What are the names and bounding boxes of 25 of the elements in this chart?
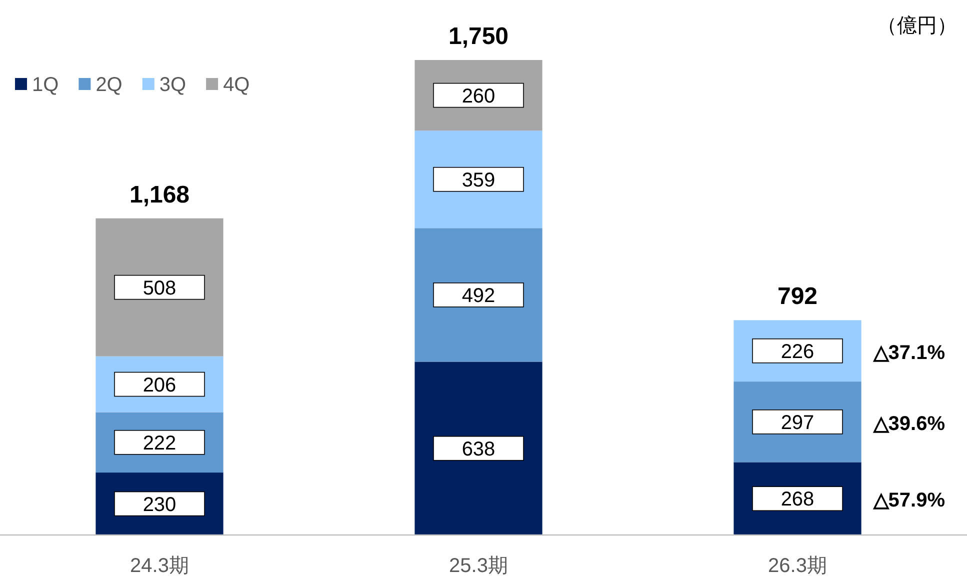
data-label: 638	[462, 438, 496, 460]
legend-label: 1Q	[32, 74, 59, 96]
total-label: 792	[777, 283, 818, 310]
x-tick-label: 26.3期	[768, 555, 827, 577]
annotation: △37.1%	[872, 342, 946, 364]
data-label: 297	[780, 412, 814, 434]
text: （億円）	[877, 15, 957, 37]
total-label: 1,750	[448, 23, 509, 50]
legend-label: 3Q	[159, 74, 186, 96]
data-label: 359	[462, 169, 496, 192]
legend-label: 4Q	[223, 74, 250, 96]
data-label: 230	[142, 494, 176, 516]
annotation: △39.6%	[872, 412, 946, 435]
total-label: 1,168	[129, 181, 190, 208]
x-tick-label: 24.3期	[130, 555, 189, 577]
data-label: 492	[462, 284, 496, 307]
data-label: 206	[142, 374, 176, 396]
data-label: 260	[462, 85, 496, 108]
x-tick-label: 25.3期	[449, 555, 508, 577]
data-label: 226	[780, 340, 814, 363]
data-label: 222	[142, 432, 176, 454]
legend-label: 2Q	[96, 74, 122, 96]
annotation: △57.9%	[872, 490, 946, 512]
data-label: 508	[142, 277, 176, 300]
data-label: 268	[780, 488, 814, 511]
